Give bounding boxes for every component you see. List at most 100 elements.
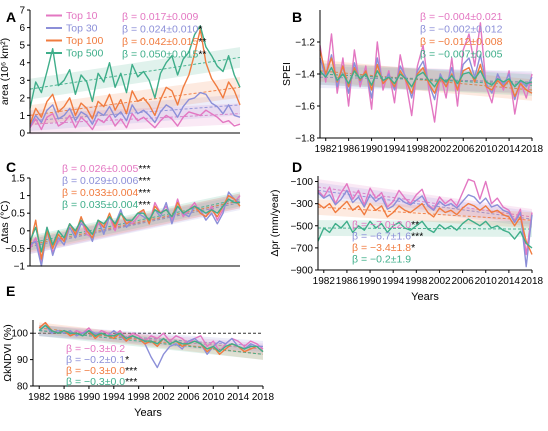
y-axis-label: Δpr (mm/year)	[269, 189, 281, 256]
y-tick-label: −300	[290, 199, 313, 210]
x-tick-label: 2010	[475, 144, 498, 155]
slope-annotation: β = −0.2±0.1*	[66, 354, 129, 366]
x-tick-label: 2014	[498, 276, 521, 287]
y-tick-label: −700	[290, 243, 313, 254]
x-tick-label: 2014	[498, 144, 521, 155]
slope-annotation: β = −0.012±0.008	[420, 36, 503, 48]
slope-annotation: β = −0.3±0.0***	[66, 365, 137, 377]
trend-line	[29, 104, 241, 122]
slope-annotation: β = −0.3±0.0***	[66, 376, 137, 388]
x-tick-label: 2006	[452, 144, 475, 155]
y-tick-label: 1	[19, 111, 25, 122]
x-tick-label: 1982	[315, 144, 338, 155]
y-axis-label: area (10⁶ km²)	[0, 38, 11, 105]
y-tick-label: 5	[19, 41, 25, 52]
series-line	[38, 324, 263, 369]
slope-annotation: β = −0.2±1.9	[352, 254, 411, 266]
y-tick-label: 0	[19, 129, 25, 140]
series-line	[29, 25, 241, 109]
panel-label: D	[292, 159, 302, 175]
legend-label: Top 10	[66, 10, 98, 22]
y-tick-label: 90	[17, 355, 29, 366]
x-tick-label: 1990	[78, 392, 101, 403]
trend-line	[39, 330, 264, 355]
x-tick-label: 1998	[405, 276, 428, 287]
series-line	[317, 200, 533, 255]
x-tick-label: 1994	[383, 144, 406, 155]
legend-label: Top 500	[66, 48, 104, 60]
slope-annotation: β = −0.004±0.021	[420, 11, 503, 23]
x-tick-label: 2014	[227, 392, 250, 403]
panel-label: B	[292, 9, 302, 25]
x-tick-label: 2006	[177, 392, 200, 403]
trend-line	[319, 70, 533, 91]
slope-annotation: β = −7.0±2.0**	[352, 219, 419, 231]
x-tick-label: 2002	[428, 276, 451, 287]
y-tick-label: −0.5	[5, 244, 25, 255]
series-line	[317, 218, 533, 249]
y-tick-label: −500	[290, 221, 313, 232]
x-tick-label: 1994	[103, 392, 126, 403]
y-tick-label: 3	[19, 76, 25, 87]
y-tick-label: −1.4	[295, 70, 315, 81]
trend-line	[29, 56, 241, 90]
slope-annotation: β = 0.042±0.015**	[122, 36, 207, 48]
panel-label: E	[6, 283, 15, 299]
slope-annotation: β = 0.033±0.004***	[62, 187, 151, 199]
x-tick-label: 1994	[382, 276, 405, 287]
y-tick-label: 1.5	[11, 174, 25, 185]
x-tick-label: 1982	[313, 276, 336, 287]
trend-line	[317, 227, 533, 230]
slope-annotation: β = 0.026±0.005***	[62, 163, 151, 175]
slope-annotation: β = 0.035±0.004***	[62, 199, 151, 211]
slope-annotation: β = −6.7±1.6***	[352, 231, 423, 243]
y-axis-label: SPEI	[281, 62, 293, 86]
series-line	[38, 324, 264, 353]
y-axis-label: ΩkNDVI (%)	[2, 324, 14, 381]
x-tick-label: 2018	[521, 276, 544, 287]
panel-label: A	[6, 9, 16, 25]
x-axis-label: Years	[134, 407, 162, 419]
series-line	[317, 189, 533, 268]
x-tick-label: 2002	[152, 392, 175, 403]
series-line	[29, 109, 241, 131]
slope-annotation: β = −3.4±1.8*	[352, 242, 415, 254]
x-tick-label: 1982	[28, 392, 51, 403]
y-tick-label: 7	[19, 6, 25, 17]
slope-annotation: β = −0.007±0.005	[420, 49, 503, 61]
trend-line	[317, 186, 533, 218]
y-tick-label: −900	[290, 266, 313, 277]
x-tick-label: 1990	[359, 276, 382, 287]
y-tick-label: −1.6	[295, 102, 315, 113]
y-tick-label: −1.8	[295, 134, 315, 145]
panel-c: C −1 −0.5 0 0.5 1 1.5 Δtas (°C) β = 0.026±0.005*…	[0, 159, 241, 273]
panel-d: D −900 −700 −500 −300 −100 1982 1986 1990 1994 199…	[269, 159, 544, 303]
panel-label: C	[6, 159, 16, 175]
y-tick-label: −100	[290, 177, 313, 188]
slope-annotation: β = −0.002±0.012	[420, 24, 503, 36]
y-tick-label: 0.5	[11, 209, 25, 220]
series-line	[29, 91, 241, 127]
y-tick-label: 1	[19, 191, 25, 202]
x-tick-label: 2006	[451, 276, 474, 287]
trend-line	[317, 189, 533, 220]
x-tick-label: 2002	[429, 144, 452, 155]
panel-e: E 80 90 100 1982 1986 1990 1994 1998 2002 2006 2010…	[2, 283, 275, 419]
legend-label: Top 100	[66, 35, 104, 47]
y-tick-label: −1	[14, 262, 26, 273]
y-tick-label: 4	[19, 58, 25, 69]
y-axis-label: Δtas (°C)	[0, 201, 11, 244]
x-tick-label: 2010	[475, 276, 498, 287]
x-tick-label: 1990	[360, 144, 383, 155]
y-tick-label: −1.2	[295, 38, 315, 49]
slope-annotation: β = 0.017±0.009	[122, 11, 198, 23]
slope-annotation: β = 0.050±0.015**	[122, 49, 207, 61]
y-tick-label: 6	[19, 23, 25, 34]
slope-annotation: β = −0.3±0.2	[66, 343, 125, 355]
series-line	[319, 66, 533, 88]
y-tick-label: 2	[19, 93, 25, 104]
series-line	[319, 54, 533, 101]
